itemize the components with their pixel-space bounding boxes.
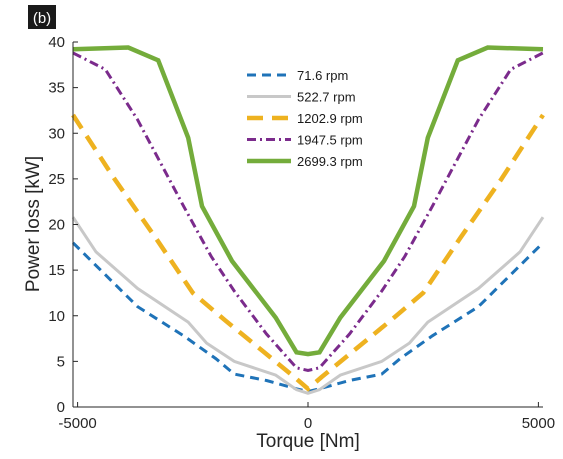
series-line-4	[72, 45, 544, 357]
y-tick-label: 5	[57, 353, 65, 370]
legend-label-1: 522.7 rpm	[297, 90, 356, 105]
series-layer	[71, 45, 545, 395]
series-line-3	[72, 51, 544, 373]
series-line-1	[71, 216, 545, 395]
y-tick-label: 30	[48, 125, 65, 142]
y-tick-label: 35	[48, 80, 65, 97]
legend-label-3: 1947.5 rpm	[297, 133, 363, 148]
y-tick-label: 10	[48, 308, 65, 325]
x-tick-label: 0	[304, 415, 312, 432]
x-axis-label: Torque [Nm]	[256, 431, 359, 452]
y-axis-label: Power loss [kW]	[23, 156, 44, 292]
series-line-2	[71, 113, 545, 392]
x-tick-label: 5000	[522, 415, 555, 432]
series-line-0	[71, 241, 545, 394]
legend-label-0: 71.6 rpm	[297, 68, 348, 83]
legend-label-4: 2699.3 rpm	[297, 154, 363, 169]
legend-label-2: 1202.9 rpm	[297, 111, 363, 126]
y-tick-label: 15	[48, 262, 65, 279]
y-tick-label: 0	[57, 399, 65, 416]
y-tick-label: 40	[48, 34, 65, 51]
legend: 71.6 rpm 522.7 rpm 1202.9 rpm 1947.5 rpm 269…	[247, 68, 363, 169]
panel-label: (b)	[33, 10, 51, 27]
y-tick-label: 20	[48, 217, 65, 234]
panel-label-box: (b)	[28, 5, 56, 29]
x-tick-label: -5000	[58, 415, 96, 432]
y-tick-label: 25	[48, 171, 65, 188]
